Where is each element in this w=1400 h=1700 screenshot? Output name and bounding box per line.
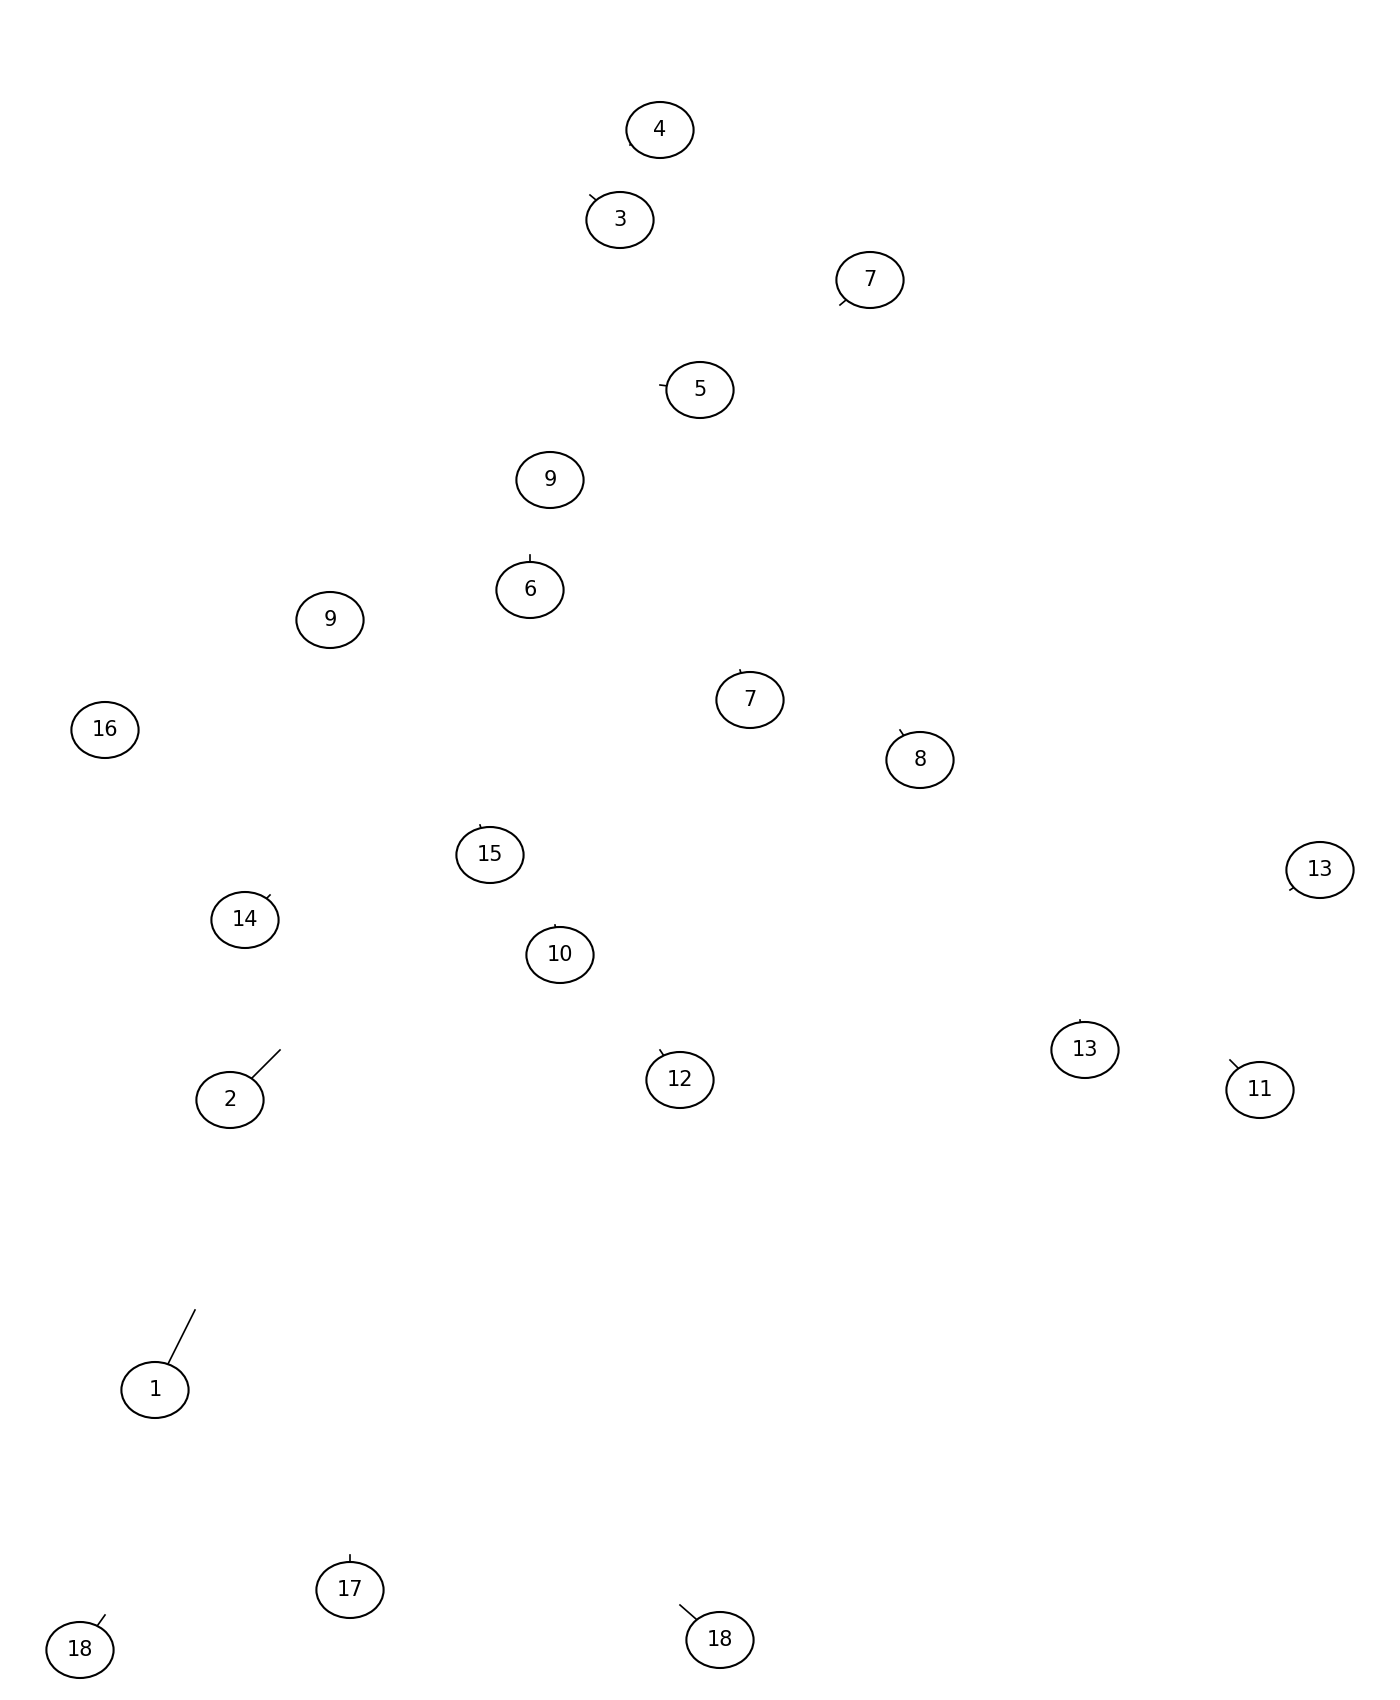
Text: 2: 2 xyxy=(224,1090,237,1110)
Ellipse shape xyxy=(666,362,734,418)
Ellipse shape xyxy=(517,452,584,508)
Text: 12: 12 xyxy=(666,1069,693,1090)
Ellipse shape xyxy=(1226,1062,1294,1119)
Text: 13: 13 xyxy=(1306,860,1333,881)
Text: 7: 7 xyxy=(864,270,876,291)
Ellipse shape xyxy=(647,1052,714,1108)
Ellipse shape xyxy=(297,592,364,648)
Ellipse shape xyxy=(196,1073,263,1129)
Ellipse shape xyxy=(456,826,524,882)
Text: 4: 4 xyxy=(654,121,666,139)
Text: 11: 11 xyxy=(1247,1080,1273,1100)
Ellipse shape xyxy=(497,563,564,619)
Ellipse shape xyxy=(46,1622,113,1678)
Ellipse shape xyxy=(626,102,693,158)
Text: 13: 13 xyxy=(1072,1040,1098,1061)
Text: 14: 14 xyxy=(232,910,258,930)
Text: 7: 7 xyxy=(743,690,756,711)
Ellipse shape xyxy=(316,1562,384,1618)
Ellipse shape xyxy=(71,702,139,758)
Text: 9: 9 xyxy=(323,610,336,631)
Text: 8: 8 xyxy=(913,750,927,770)
Text: 5: 5 xyxy=(693,381,707,400)
Text: 9: 9 xyxy=(543,469,557,490)
Ellipse shape xyxy=(526,927,594,983)
Ellipse shape xyxy=(211,892,279,949)
Text: 18: 18 xyxy=(67,1640,94,1659)
Ellipse shape xyxy=(717,672,784,728)
Text: 6: 6 xyxy=(524,580,536,600)
Ellipse shape xyxy=(836,252,903,308)
Text: 3: 3 xyxy=(613,211,627,230)
Text: 18: 18 xyxy=(707,1630,734,1651)
Ellipse shape xyxy=(122,1362,189,1418)
Text: 1: 1 xyxy=(148,1380,161,1401)
Ellipse shape xyxy=(587,192,654,248)
Text: 10: 10 xyxy=(547,945,573,966)
Ellipse shape xyxy=(1287,842,1354,898)
Ellipse shape xyxy=(886,733,953,789)
Text: 15: 15 xyxy=(477,845,503,865)
Text: 16: 16 xyxy=(91,721,119,740)
Text: 17: 17 xyxy=(337,1579,363,1600)
Ellipse shape xyxy=(686,1612,753,1668)
Ellipse shape xyxy=(1051,1022,1119,1078)
